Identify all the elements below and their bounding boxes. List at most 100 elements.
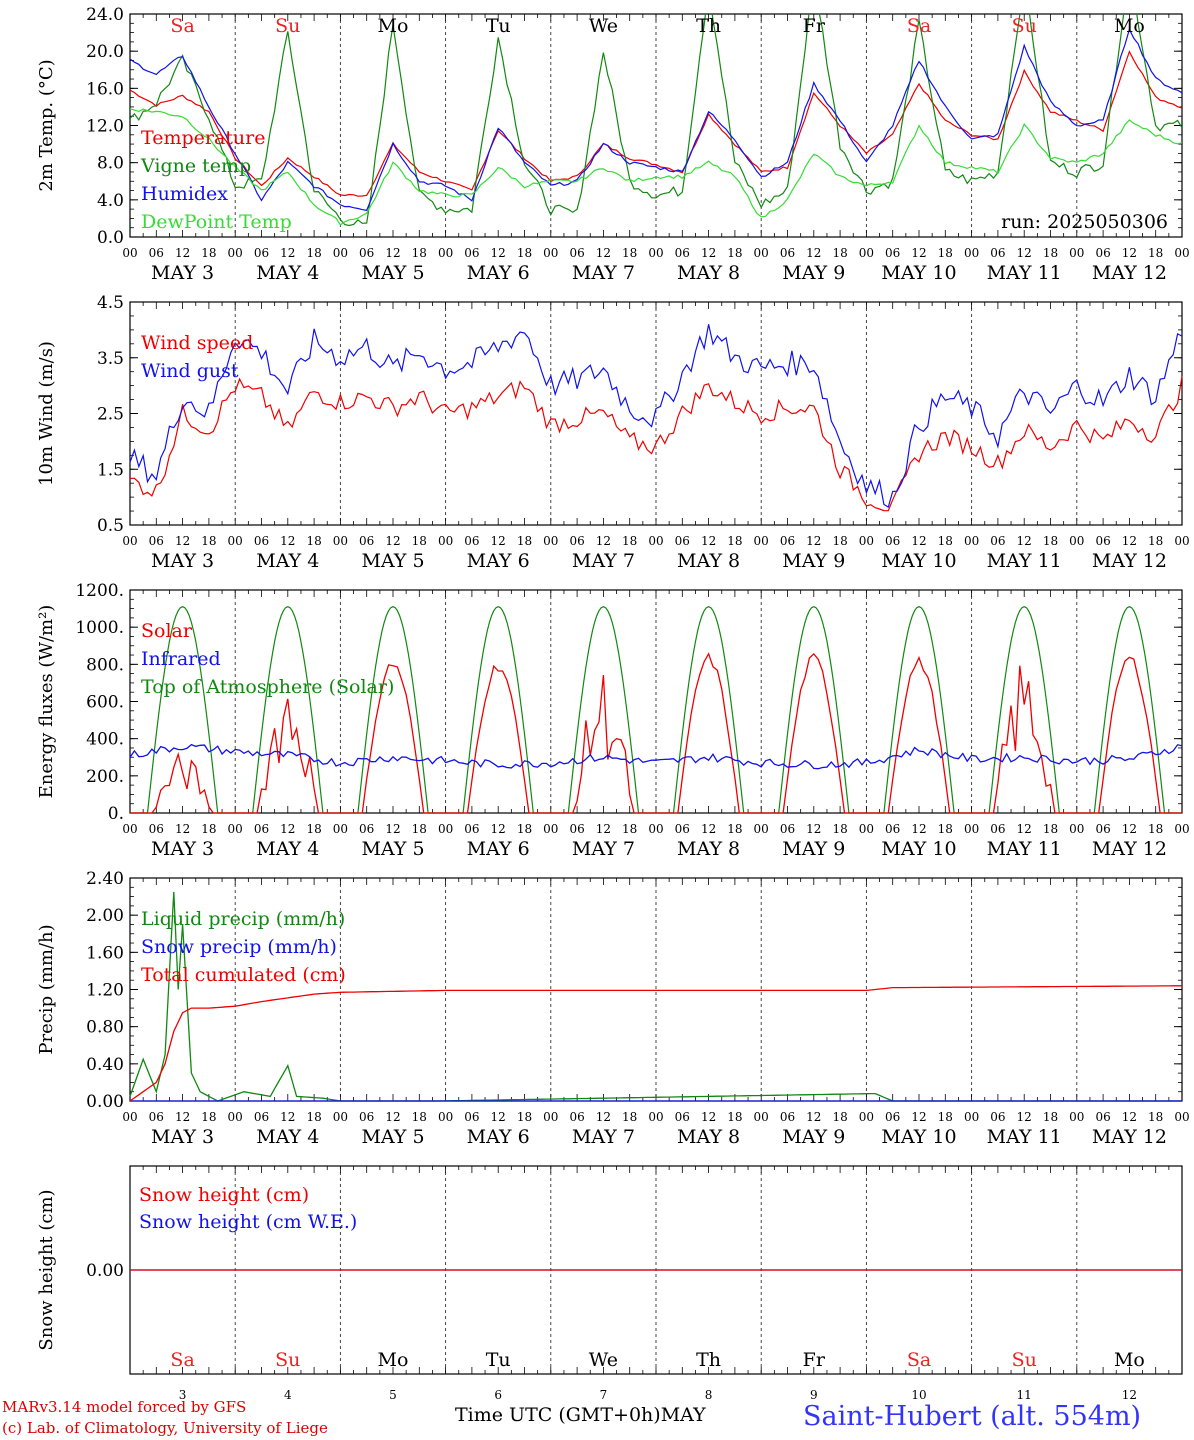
weekday-label-top: Sa: [170, 15, 194, 37]
hour-tick-label: 06: [569, 1110, 584, 1124]
run-label: run: 2025050306: [1001, 211, 1168, 233]
hour-tick-label: 18: [727, 822, 742, 836]
hour-tick-label: 06: [675, 1110, 690, 1124]
y-tick-label: 2.40: [86, 869, 124, 889]
day-number-label: 9: [810, 1388, 818, 1402]
hour-tick-label: 06: [149, 534, 164, 548]
hour-tick-label: 18: [306, 246, 321, 260]
y-tick-label: 200.: [86, 767, 124, 787]
hour-tick-label: 06: [359, 246, 374, 260]
y-tick-label: 3.5: [97, 349, 124, 369]
hour-tick-label: 12: [806, 534, 821, 548]
weekday-label-bottom: Sa: [170, 1349, 194, 1371]
hour-tick-label: 00: [333, 534, 348, 548]
hour-tick-label: 06: [359, 534, 374, 548]
hour-tick-label: 00: [648, 822, 663, 836]
hour-tick-label: 12: [1017, 534, 1032, 548]
hour-tick-label: 00: [333, 1110, 348, 1124]
legend-entry: Liquid precip (mm/h): [141, 908, 345, 930]
date-label: MAY 4: [256, 1126, 319, 1148]
hour-tick-label: 00: [228, 822, 243, 836]
hour-tick-label: 06: [254, 822, 269, 836]
weekday-label-top: Fr: [803, 15, 826, 37]
legend-entry: DewPoint Temp: [141, 211, 292, 233]
y-axis-label: 10m Wind (m/s): [36, 341, 57, 486]
hour-tick-label: 18: [1148, 534, 1163, 548]
date-label: MAY 12: [1092, 838, 1167, 860]
hour-tick-label: 00: [228, 246, 243, 260]
date-label: MAY 10: [881, 838, 956, 860]
day-number-label: 3: [179, 1388, 187, 1402]
station-title: Saint-Hubert (alt. 554m): [803, 1401, 1142, 1432]
hour-tick-label: 00: [754, 1110, 769, 1124]
hour-tick-label: 00: [1069, 1110, 1084, 1124]
hour-tick-label: 06: [464, 822, 479, 836]
series-wind-speed: [129, 376, 1183, 512]
hour-tick-label: 18: [1043, 822, 1058, 836]
hour-tick-label: 06: [885, 246, 900, 260]
hour-tick-label: 18: [832, 534, 847, 548]
date-label: MAY 3: [151, 262, 214, 284]
date-label: MAY 3: [151, 838, 214, 860]
hour-tick-label: 00: [1069, 246, 1084, 260]
hour-tick-label: 06: [359, 822, 374, 836]
hour-tick-label: 12: [701, 534, 716, 548]
time-axis-label: Time UTC (GMT+0h)MAY: [455, 1404, 706, 1426]
hour-tick-label: 12: [701, 822, 716, 836]
hour-tick-label: 06: [990, 534, 1005, 548]
hour-tick-label: 06: [885, 822, 900, 836]
date-label: MAY 3: [151, 550, 214, 572]
hour-tick-label: 12: [701, 246, 716, 260]
hour-tick-label: 12: [280, 1110, 295, 1124]
hour-tick-label: 06: [569, 534, 584, 548]
hour-tick-label: 18: [622, 822, 637, 836]
legend-entry: Infrared: [141, 648, 221, 670]
hour-tick-label: 06: [149, 1110, 164, 1124]
weekday-label-bottom: Tu: [486, 1349, 511, 1371]
date-label: MAY 4: [256, 262, 319, 284]
hour-tick-label: 00: [859, 534, 874, 548]
y-tick-label: 0.40: [86, 1055, 124, 1075]
hour-tick-label: 18: [306, 534, 321, 548]
hour-tick-label: 00: [228, 534, 243, 548]
hour-tick-label: 18: [306, 822, 321, 836]
hour-tick-label: 00: [859, 246, 874, 260]
hour-tick-label: 18: [1043, 1110, 1058, 1124]
legend-entry: Snow height (cm W.E.): [139, 1211, 357, 1233]
hour-tick-label: 18: [201, 246, 216, 260]
weekday-label-top: Tu: [486, 15, 511, 37]
legend-entry: Humidex: [141, 183, 228, 205]
hour-tick-label: 12: [1122, 1110, 1137, 1124]
y-tick-label: 0.5: [97, 516, 124, 536]
date-label: MAY 3: [151, 1126, 214, 1148]
y-tick-label: 1.20: [86, 981, 124, 1001]
date-label: MAY 4: [256, 838, 319, 860]
hour-tick-label: 12: [911, 534, 926, 548]
hour-tick-label: 00: [543, 246, 558, 260]
hour-tick-label: 06: [885, 534, 900, 548]
day-number-label: 5: [389, 1388, 397, 1402]
hour-tick-label: 00: [754, 822, 769, 836]
weekday-label-bottom: Mo: [378, 1349, 409, 1371]
hour-tick-label: 00: [1174, 1110, 1189, 1124]
hour-tick-label: 06: [780, 534, 795, 548]
date-label: MAY 8: [677, 1126, 740, 1148]
hour-tick-label: 12: [280, 534, 295, 548]
hour-tick-label: 00: [543, 534, 558, 548]
hour-tick-label: 06: [1095, 822, 1110, 836]
hour-tick-label: 12: [1017, 246, 1032, 260]
hour-tick-label: 18: [622, 534, 637, 548]
weekday-label-top: Mo: [378, 15, 409, 37]
date-label: MAY 9: [782, 262, 845, 284]
weekday-label-bottom: Th: [696, 1349, 721, 1371]
hour-tick-label: 00: [1069, 534, 1084, 548]
hour-tick-label: 18: [412, 534, 427, 548]
date-label: MAY 8: [677, 838, 740, 860]
y-tick-label: 800.: [86, 655, 124, 675]
day-number-label: 12: [1122, 1388, 1137, 1402]
hour-tick-label: 00: [648, 534, 663, 548]
hour-tick-label: 00: [859, 822, 874, 836]
hour-tick-label: 18: [201, 822, 216, 836]
hour-tick-label: 00: [964, 822, 979, 836]
hour-tick-label: 00: [122, 246, 137, 260]
